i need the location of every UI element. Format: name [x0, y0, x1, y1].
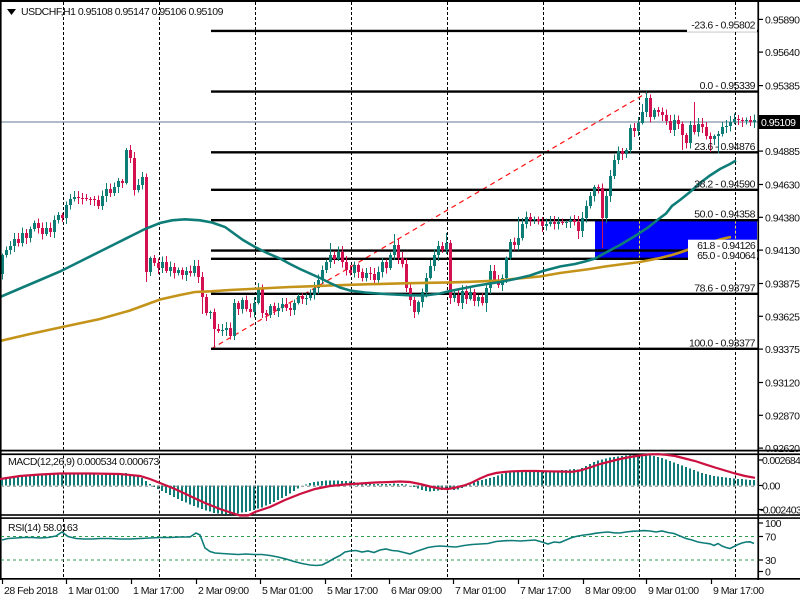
svg-text:28 Feb 2018: 28 Feb 2018 — [4, 585, 58, 597]
svg-text:30: 30 — [765, 555, 776, 567]
svg-text:0: 0 — [765, 567, 771, 579]
svg-text:7 Mar 17:00: 7 Mar 17:00 — [520, 585, 571, 597]
svg-text:0.94885: 0.94885 — [765, 146, 800, 158]
svg-text:8 Mar 09:00: 8 Mar 09:00 — [585, 585, 636, 597]
svg-text:0.95385: 0.95385 — [765, 81, 800, 93]
svg-text:0.93375: 0.93375 — [765, 344, 800, 356]
svg-text:0.95640: 0.95640 — [765, 47, 800, 59]
svg-text:38.2 - 0.94590: 38.2 - 0.94590 — [694, 178, 755, 190]
svg-text:100: 100 — [765, 518, 782, 530]
svg-text:23.6 - 0.94876: 23.6 - 0.94876 — [694, 141, 755, 153]
svg-text:9 Mar 01:00: 9 Mar 01:00 — [648, 585, 699, 597]
svg-text:RSI(14) 58.0163: RSI(14) 58.0163 — [8, 522, 78, 534]
svg-text:65.0 - 0.94064: 65.0 - 0.94064 — [697, 250, 756, 262]
svg-text:78.6 - 0.93797: 78.6 - 0.93797 — [694, 282, 755, 294]
svg-text:0.95890: 0.95890 — [765, 14, 800, 26]
svg-text:100.0 - 0.93377: 100.0 - 0.93377 — [689, 337, 756, 349]
svg-text:0.92620: 0.92620 — [765, 443, 800, 455]
svg-text:5 Mar 17:00: 5 Mar 17:00 — [327, 585, 378, 597]
svg-text:50.0 - 0.94358: 50.0 - 0.94358 — [694, 209, 755, 221]
svg-text:-0.002403: -0.002403 — [760, 505, 800, 517]
svg-text:0.92870: 0.92870 — [765, 410, 800, 422]
svg-text:5 Mar 01:00: 5 Mar 01:00 — [262, 585, 313, 597]
svg-text:MACD(12,26,9) 0.000534 0.00067: MACD(12,26,9) 0.000534 0.000673 — [8, 456, 160, 468]
svg-text:0.002684: 0.002684 — [762, 455, 800, 467]
svg-text:0.94380: 0.94380 — [765, 212, 800, 224]
svg-text:2 Mar 09:00: 2 Mar 09:00 — [198, 585, 249, 597]
svg-text:0.95109: 0.95109 — [761, 117, 796, 129]
svg-text:-23.6 - 0.95802: -23.6 - 0.95802 — [691, 19, 755, 31]
svg-text:0.94130: 0.94130 — [765, 245, 800, 257]
svg-text:1 Mar 17:00: 1 Mar 17:00 — [133, 585, 184, 597]
svg-text:61.8 - 0.94126: 61.8 - 0.94126 — [697, 240, 756, 252]
svg-text:7 Mar 01:00: 7 Mar 01:00 — [455, 585, 506, 597]
svg-text:9 Mar 17:00: 9 Mar 17:00 — [713, 585, 764, 597]
svg-text:0.94630: 0.94630 — [765, 180, 800, 192]
svg-text:0.93120: 0.93120 — [765, 378, 800, 390]
svg-text:6 Mar 09:00: 6 Mar 09:00 — [391, 585, 442, 597]
svg-text:0.0 - 0.95339: 0.0 - 0.95339 — [700, 80, 756, 92]
svg-text:70: 70 — [765, 532, 776, 544]
svg-text:1 Mar 01:00: 1 Mar 01:00 — [68, 585, 119, 597]
svg-text:USDCHF,H1 0.95108 0.95147 0.9: USDCHF,H1 0.95108 0.95147 0.95106 0.9510… — [21, 6, 224, 18]
svg-text:0.93875: 0.93875 — [765, 279, 800, 291]
svg-text:0.00: 0.00 — [762, 481, 780, 493]
svg-text:0.93625: 0.93625 — [765, 311, 800, 323]
